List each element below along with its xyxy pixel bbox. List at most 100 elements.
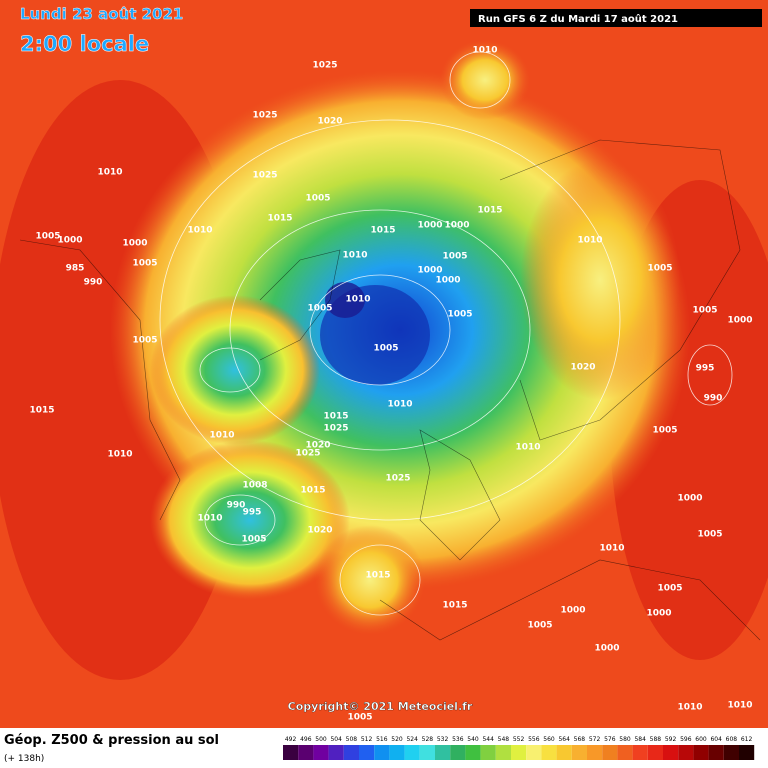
isobar-label: 1000 [417, 221, 442, 231]
low-center [325, 282, 365, 318]
colorbar-cell [465, 745, 481, 760]
isobar-label: 995 [696, 364, 715, 374]
colorbar-cell [647, 745, 663, 760]
copyright: Copyright© 2021 Meteociel.fr [288, 700, 473, 713]
colorbar-cell [739, 745, 755, 760]
colorbar-label: 584 [634, 736, 646, 743]
isobar-label: 1015 [267, 214, 292, 224]
colorbar-label: 492 [285, 736, 297, 743]
isobar-label: 1010 [472, 46, 497, 56]
colorbar: 492 496 500 504 508 512 516 520 524 528 532 536 540 5… [283, 736, 755, 760]
isobar-label: 1000 [594, 644, 619, 654]
colorbar-cell [450, 745, 466, 760]
isobar-label: 1005 [132, 259, 157, 269]
colorbar-cell [663, 745, 679, 760]
colorbar-label: 528 [422, 736, 434, 743]
isobar-label: 1015 [300, 486, 325, 496]
colorbar-label: 556 [528, 736, 540, 743]
isobar-label: 1020 [317, 117, 342, 127]
colorbar-label: 536 [452, 736, 464, 743]
colorbar-label: 500 [315, 736, 327, 743]
isobar-label: 1010 [577, 236, 602, 246]
colorbar-label: 496 [300, 736, 312, 743]
colorbar-cell [480, 745, 496, 760]
ridge [315, 525, 425, 635]
isobar-label: 1000 [435, 276, 460, 286]
isobar-label: 1010 [209, 431, 234, 441]
cold-core [150, 440, 350, 600]
colorbar-label: 612 [741, 736, 753, 743]
colorbar-label: 608 [726, 736, 738, 743]
colorbar-label: 576 [604, 736, 616, 743]
isobar-label: 1015 [323, 412, 348, 422]
run-box [470, 9, 762, 27]
colorbar-cell [313, 745, 329, 760]
isobar-label: 1025 [252, 111, 277, 121]
isobar-label: 1005 [307, 304, 332, 314]
isobar-label: 1010 [515, 443, 540, 453]
isobar-label: 1010 [187, 226, 212, 236]
colorbar-cell [541, 745, 557, 760]
isobar-label: 1025 [323, 424, 348, 434]
isobar-label: 1015 [477, 206, 502, 216]
colorbar-cell [587, 745, 603, 760]
colorbar-cell [328, 745, 344, 760]
colorbar-cell [617, 745, 633, 760]
colorbar-cell [419, 745, 435, 760]
colorbar-label: 600 [695, 736, 707, 743]
isobar-label: 1010 [342, 251, 367, 261]
colorbar-cell [435, 745, 451, 760]
isobar-label: 1015 [365, 571, 390, 581]
colorbar-label: 540 [467, 736, 479, 743]
colorbar-cell [511, 745, 527, 760]
colorbar-label: 604 [710, 736, 722, 743]
isobar-label: 1010 [97, 168, 122, 178]
colorbar-label: 552 [513, 736, 525, 743]
isobar-label: 1000 [122, 239, 147, 249]
cold-core [150, 295, 320, 445]
isobar-label: 1005 [657, 584, 682, 594]
run-label: Run GFS 6 Z du Mardi 17 août 2021 [478, 13, 678, 25]
isobar-label: 1010 [197, 514, 222, 524]
isobar-label: 1000 [57, 236, 82, 246]
isobar-label: 1020 [305, 441, 330, 451]
isobar-label: 990 [84, 278, 103, 288]
isobar-label: 1010 [387, 400, 412, 410]
colorbar-cell [526, 745, 542, 760]
isobar-label: 1015 [370, 226, 395, 236]
isobar-label: 1015 [29, 406, 54, 416]
isobar-label: 1020 [570, 363, 595, 373]
colorbar-cell [556, 745, 572, 760]
isobar-label: 1025 [252, 171, 277, 181]
colorbar-cell [678, 745, 694, 760]
isobar-label: 990 [227, 501, 246, 511]
isobar-label: 1010 [107, 450, 132, 460]
colorbar-cell [693, 745, 709, 760]
colorbar-label: 524 [406, 736, 418, 743]
colorbar-cell [404, 745, 420, 760]
isobar-label: 1000 [646, 609, 671, 619]
colorbar-cell [632, 745, 648, 760]
isobar-label: 1000 [417, 266, 442, 276]
colorbar-label: 560 [543, 736, 555, 743]
isobar-label: 990 [704, 394, 723, 404]
colorbar-label: 532 [437, 736, 449, 743]
isobar-label: 1020 [307, 526, 332, 536]
colorbar-cell [283, 745, 299, 760]
isobar-label: 1005 [241, 535, 266, 545]
isobar-label: 1005 [447, 310, 472, 320]
isobar-label: 1010 [727, 701, 752, 711]
isobar-label: 1025 [295, 449, 320, 459]
coastlines [19, 139, 761, 641]
isobar-label: 1000 [727, 316, 752, 326]
isobar-label: 1005 [347, 713, 372, 723]
colorbar-cell [602, 745, 618, 760]
colorbar-label: 504 [330, 736, 342, 743]
isobar-label: 1010 [345, 295, 370, 305]
isobar-label: 1005 [527, 621, 552, 631]
colorbar-label: 580 [619, 736, 631, 743]
colorbar-label: 588 [650, 736, 662, 743]
colorbar-label: 564 [558, 736, 570, 743]
colorbar-cell [298, 745, 314, 760]
isobar-label: 1010 [599, 544, 624, 554]
